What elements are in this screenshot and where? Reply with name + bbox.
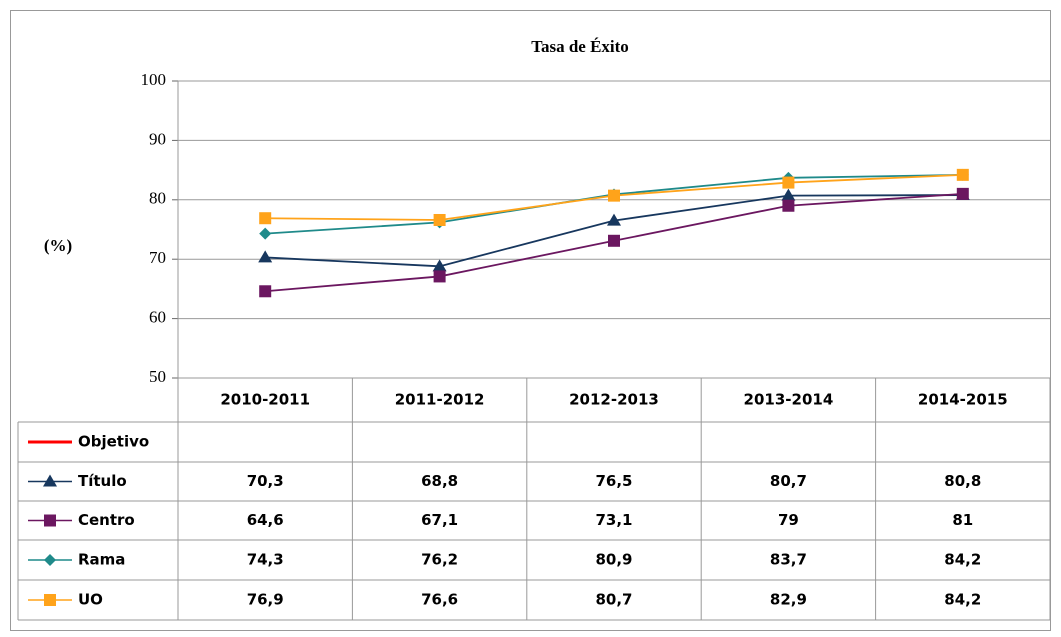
value-label: 76,6 (421, 591, 458, 609)
value-label: 67,1 (421, 511, 458, 529)
value-label: 84,2 (944, 551, 981, 569)
marker (956, 168, 969, 181)
marker (433, 213, 446, 226)
marker (259, 227, 272, 240)
marker (259, 212, 272, 225)
x-tick-label: 2012-2013 (569, 391, 659, 409)
chart-frame (10, 10, 1051, 631)
y-tick-label: 90 (149, 129, 166, 148)
legend-label: Título (78, 472, 127, 490)
marker (781, 188, 796, 201)
x-tick-label: 2010-2011 (220, 391, 310, 409)
value-label: 73,1 (595, 511, 632, 529)
value-label: 81 (952, 511, 973, 529)
y-axis-label: (%) (44, 236, 72, 255)
value-label: 84,2 (944, 591, 981, 609)
value-label: 80,9 (595, 551, 632, 569)
value-label: 70,3 (247, 472, 284, 490)
marker (782, 176, 795, 189)
legend-label: Rama (78, 551, 125, 569)
value-label: 74,3 (247, 551, 284, 569)
value-label: 80,8 (944, 472, 981, 490)
value-label: 83,7 (770, 551, 807, 569)
legend-marker (43, 474, 57, 487)
value-label: 82,9 (770, 591, 807, 609)
value-label: 80,7 (595, 591, 632, 609)
y-tick-label: 100 (141, 70, 167, 89)
value-label: 64,6 (247, 511, 284, 529)
legend-label: Centro (78, 511, 135, 529)
marker (258, 250, 273, 263)
legend-marker (44, 554, 56, 566)
marker (259, 285, 272, 298)
value-label: 76,2 (421, 551, 458, 569)
legend-label: Objetivo (78, 433, 149, 451)
value-label: 80,7 (770, 472, 807, 490)
legend-label: UO (78, 591, 103, 609)
value-label: 68,8 (421, 472, 458, 490)
legend-marker (44, 514, 56, 527)
marker (607, 213, 621, 226)
value-label: 79 (778, 511, 799, 529)
marker (956, 187, 969, 200)
marker (433, 270, 446, 283)
y-tick-label: 50 (149, 367, 166, 386)
y-tick-label: 80 (149, 189, 166, 208)
value-label: 76,5 (595, 472, 632, 490)
marker (782, 199, 795, 212)
x-tick-label: 2013-2014 (744, 391, 834, 409)
marker (608, 234, 620, 247)
y-tick-label: 60 (149, 308, 166, 327)
value-label: 76,9 (247, 591, 284, 609)
marker (432, 259, 447, 272)
legend-marker (44, 594, 56, 606)
chart-title: Tasa de Éxito (531, 37, 629, 56)
x-tick-label: 2014-2015 (918, 391, 1008, 409)
marker (608, 189, 620, 202)
y-tick-label: 70 (149, 248, 166, 267)
x-tick-label: 2011-2012 (395, 391, 485, 409)
